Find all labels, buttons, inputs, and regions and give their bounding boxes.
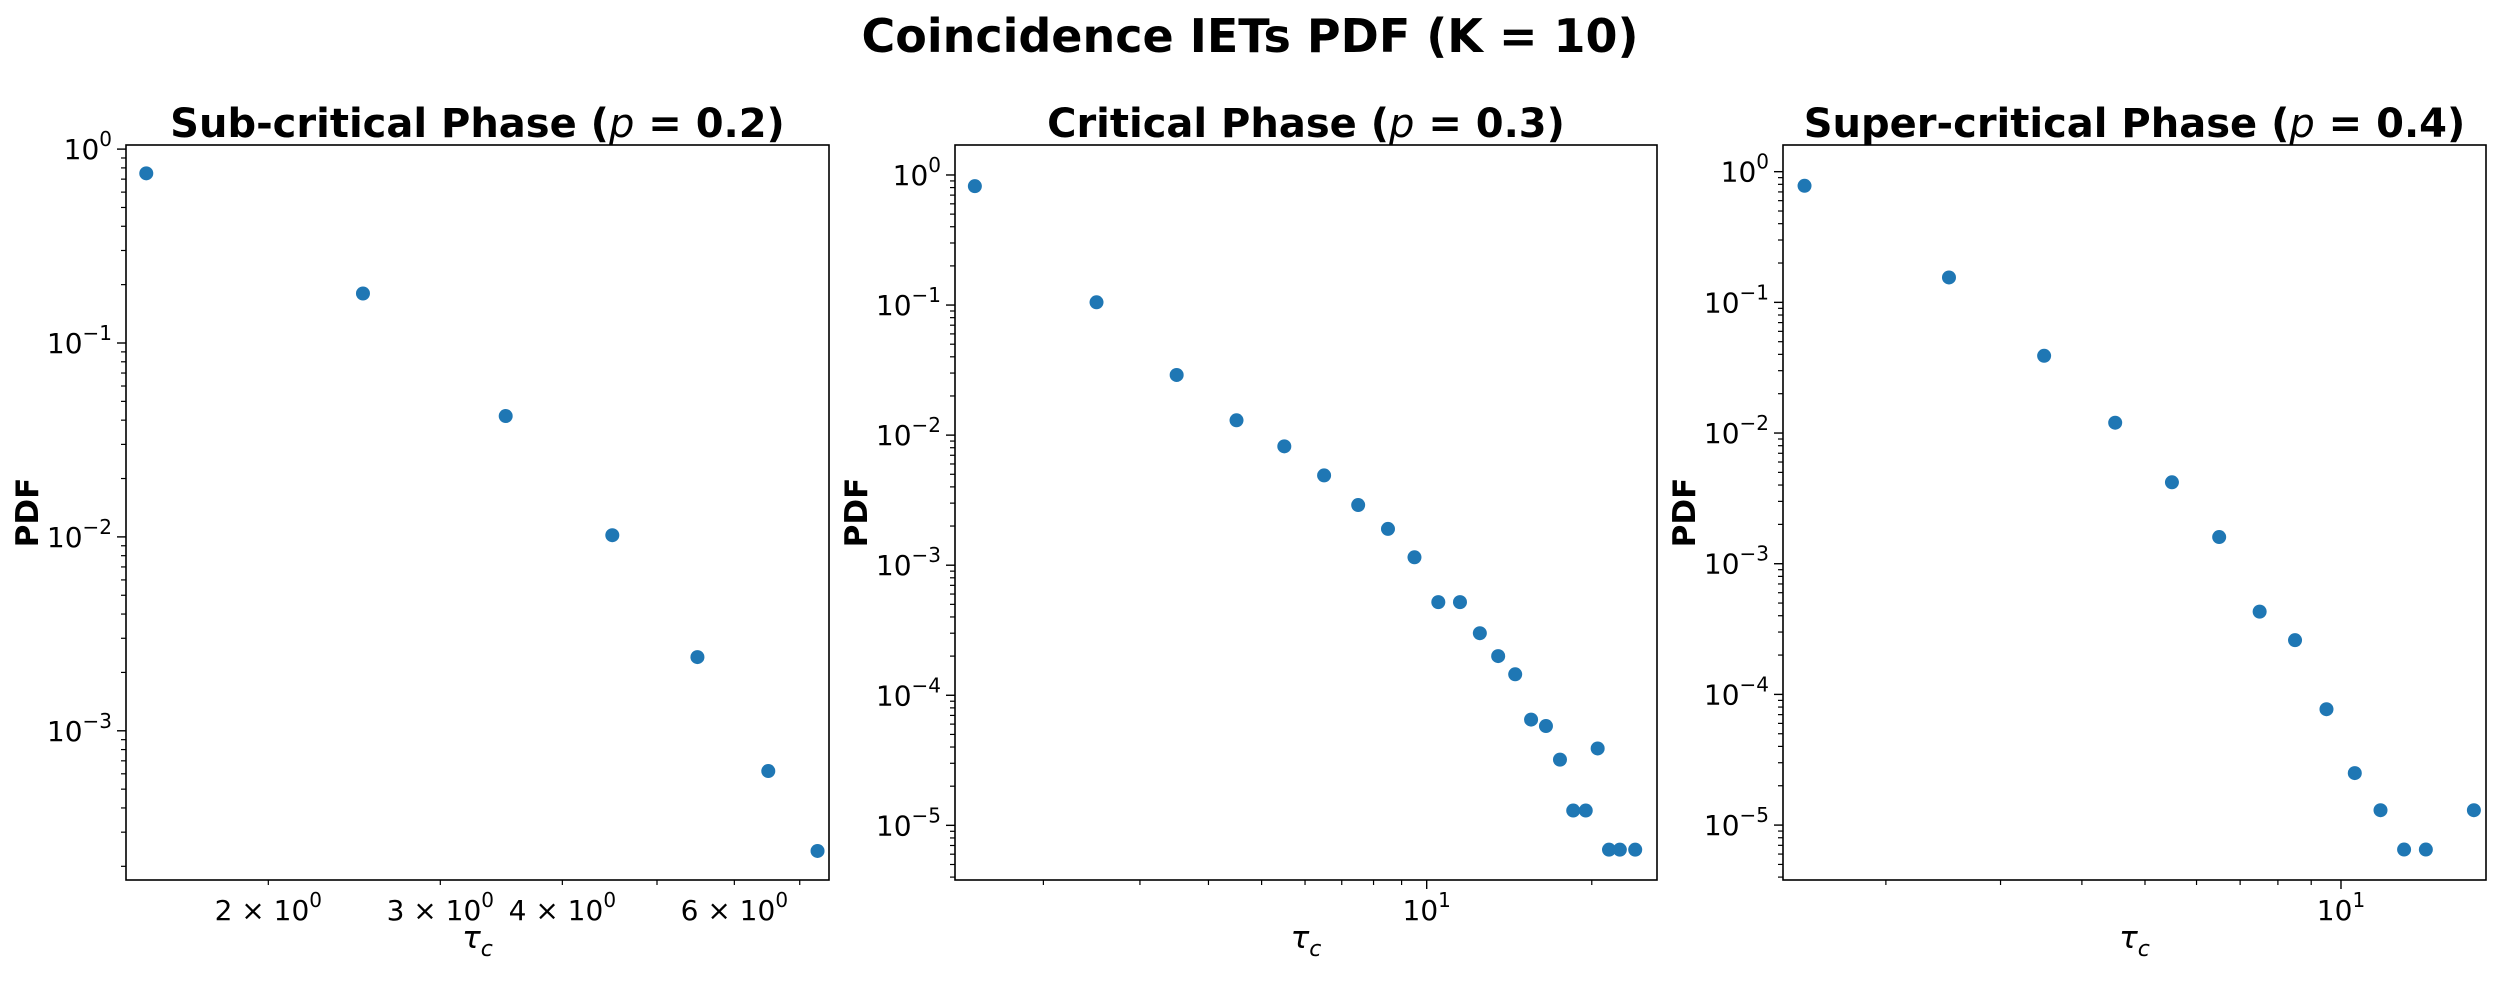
y-tick-label: 10−5 bbox=[876, 803, 941, 842]
data-point bbox=[605, 528, 620, 543]
x-axis-label: τc bbox=[1291, 920, 1322, 962]
data-point bbox=[1538, 719, 1553, 734]
data-point bbox=[1277, 439, 1292, 454]
y-axis-label: PDF bbox=[1667, 478, 1703, 548]
data-point bbox=[2212, 530, 2227, 545]
y-tick-label: 100 bbox=[1721, 150, 1769, 189]
axes-frame bbox=[1782, 144, 2487, 881]
data-point bbox=[1351, 498, 1366, 513]
x-axis-label: τc bbox=[462, 920, 493, 962]
data-point bbox=[1380, 521, 1395, 536]
x-axis-label: τc bbox=[2119, 920, 2150, 962]
y-tick-label: 10−2 bbox=[47, 515, 112, 554]
x-tick-label: 3 × 100 bbox=[387, 888, 494, 927]
data-point bbox=[1229, 413, 1244, 428]
y-tick-label: 10−3 bbox=[876, 543, 941, 582]
data-point bbox=[2397, 842, 2412, 857]
y-tick-label: 10−4 bbox=[1704, 672, 1769, 711]
data-point bbox=[1797, 178, 1812, 193]
subplot-title: Super-critical Phase (p = 0.4) bbox=[1804, 101, 2466, 147]
x-tick-label: 6 × 100 bbox=[681, 888, 788, 927]
data-point bbox=[2164, 475, 2179, 490]
subplots: Sub-critical Phase (p = 0.2) τc PDF 2 × 100… bbox=[10, 101, 2487, 962]
x-tick-label: 2 × 100 bbox=[215, 888, 322, 927]
y-tick-label: 10−2 bbox=[1704, 411, 1769, 450]
y-axis-label: PDF bbox=[839, 478, 875, 548]
data-point bbox=[1317, 468, 1332, 483]
y-tick-label: 10−3 bbox=[47, 709, 112, 748]
y-tick-label: 10−2 bbox=[876, 413, 941, 452]
data-point bbox=[1612, 842, 1627, 857]
y-tick-label: 100 bbox=[893, 153, 941, 192]
y-tick-label: 100 bbox=[64, 127, 112, 166]
y-tick-label: 10−5 bbox=[1704, 803, 1769, 842]
subplot-3: Super-critical Phase (p = 0.4) τc PDF 101 10… bbox=[1667, 101, 2487, 962]
data-point bbox=[2319, 702, 2334, 717]
data-point bbox=[1590, 741, 1605, 756]
data-point bbox=[1566, 803, 1581, 818]
data-point bbox=[1089, 295, 1104, 310]
data-point bbox=[2418, 842, 2433, 857]
data-point bbox=[810, 843, 825, 858]
subplot-2: Critical Phase (p = 0.3) τc PDF 101 100 10−1 1… bbox=[839, 101, 1658, 962]
figure-title: Coincidence IETs PDF (K = 10) bbox=[861, 9, 1638, 63]
y-axis-label: PDF bbox=[10, 478, 46, 548]
y-tick-label: 10−1 bbox=[47, 321, 112, 360]
data-point bbox=[690, 650, 705, 665]
data-point bbox=[1169, 367, 1184, 382]
data-point bbox=[1491, 649, 1506, 664]
data-point bbox=[967, 179, 982, 194]
data-point bbox=[355, 286, 370, 301]
subplot-1: Sub-critical Phase (p = 0.2) τc PDF 2 × 100… bbox=[10, 101, 830, 962]
subplot-title: Critical Phase (p = 0.3) bbox=[1047, 101, 1565, 147]
data-point bbox=[1407, 550, 1422, 565]
data-point bbox=[2373, 803, 2388, 818]
data-point bbox=[2288, 633, 2303, 648]
subplot-title: Sub-critical Phase (p = 0.2) bbox=[170, 101, 785, 147]
data-point bbox=[2347, 766, 2362, 781]
data-point bbox=[2108, 415, 2123, 430]
y-tick-label: 10−1 bbox=[876, 283, 941, 322]
x-tick-label: 4 × 100 bbox=[509, 888, 616, 927]
data-point bbox=[1508, 667, 1523, 682]
y-tick-label: 10−1 bbox=[1704, 280, 1769, 319]
data-point bbox=[139, 166, 154, 181]
data-point bbox=[2252, 604, 2267, 619]
axes-frame bbox=[125, 144, 830, 881]
data-point bbox=[1472, 626, 1487, 641]
data-point bbox=[498, 409, 513, 424]
data-point bbox=[1431, 595, 1446, 610]
axes-frame bbox=[954, 144, 1658, 881]
data-point bbox=[1552, 752, 1567, 767]
y-tick-label: 10−3 bbox=[1704, 542, 1769, 581]
data-point bbox=[1628, 842, 1643, 857]
data-point bbox=[2037, 348, 2052, 363]
data-point bbox=[1524, 712, 1539, 727]
data-point bbox=[761, 764, 776, 779]
data-point bbox=[1602, 842, 1617, 857]
x-tick-label: 101 bbox=[2317, 888, 2365, 927]
data-point bbox=[1452, 595, 1467, 610]
data-point bbox=[2466, 803, 2481, 818]
y-tick-label: 10−4 bbox=[876, 673, 941, 712]
x-tick-label: 101 bbox=[1403, 888, 1451, 927]
data-point bbox=[1941, 270, 1956, 285]
data-point bbox=[1578, 803, 1593, 818]
